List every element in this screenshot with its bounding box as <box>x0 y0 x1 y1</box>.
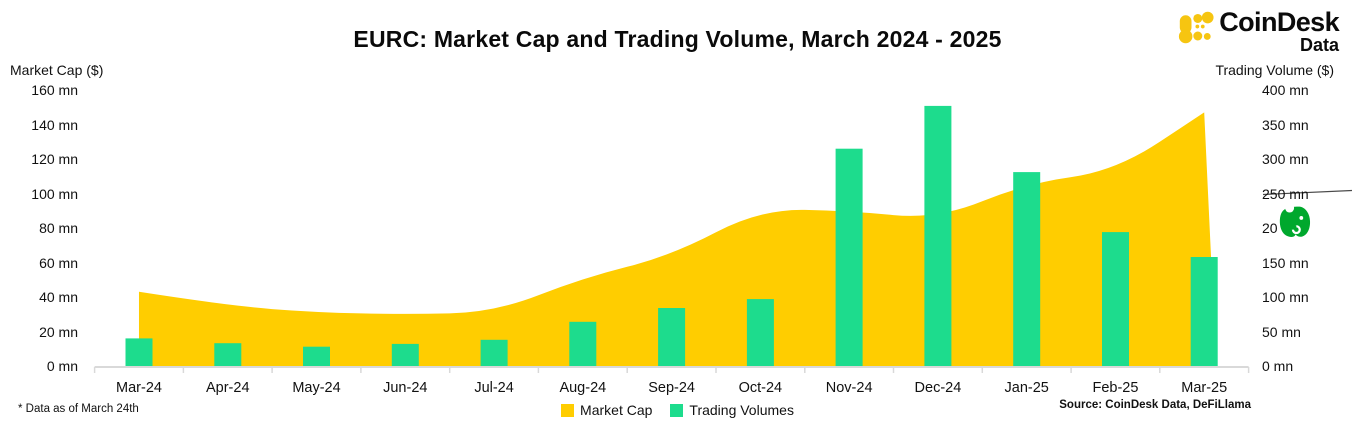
left-tick-label: 80 mn <box>39 220 78 236</box>
coindesk-data-logo: CoinDesk Data <box>1176 7 1340 55</box>
coindesk-logo-text: CoinDesk <box>1219 7 1339 37</box>
x-axis-label-Jan-25: Jan-25 <box>1004 380 1049 396</box>
trading-volume-bar-Jul-24 <box>480 339 508 366</box>
x-axis-label-Feb-25: Feb-25 <box>1092 380 1139 396</box>
left-tick-label: 60 mn <box>39 254 78 271</box>
left-axis-title: Market Cap ($) <box>10 62 104 78</box>
trading-volume-bar-Aug-24 <box>569 321 597 366</box>
coindesk-logo-subtext: Data <box>1299 35 1339 55</box>
x-axis-label-Jun-24: Jun-24 <box>383 380 428 396</box>
legend-label: Trading Volumes <box>689 402 794 418</box>
left-tick-label: 0 mn <box>46 358 78 374</box>
right-tick-label: 0 mn <box>1262 358 1294 374</box>
right-tick-label: 100 mn <box>1262 289 1309 305</box>
left-tick-label: 120 mn <box>31 151 78 167</box>
x-axis-label-Mar-24: Mar-24 <box>116 380 162 396</box>
x-axis-label-Oct-24: Oct-24 <box>738 380 783 396</box>
trading-volume-bar-Jan-25 <box>1013 172 1041 366</box>
trading-volume-bar-May-24 <box>303 346 330 366</box>
legend-item-trading-volumes: Trading Volumes <box>670 402 794 418</box>
trading-volume-bar-Feb-25 <box>1102 232 1129 366</box>
right-tick-label: 350 mn <box>1262 116 1309 133</box>
trading-volume-bar-Dec-24 <box>924 105 952 367</box>
right-tick-label: 50 mn <box>1262 323 1301 340</box>
left-tick-label: 140 mn <box>31 116 78 133</box>
right-tick-label: 150 mn <box>1262 254 1309 271</box>
x-axis-label-May-24: May-24 <box>292 380 341 396</box>
x-axis-label-Sep-24: Sep-24 <box>648 380 695 396</box>
trading-volume-bar-Mar-24 <box>125 338 153 366</box>
trading-volume-bar-Sep-24 <box>658 308 686 366</box>
footnote: * Data as of March 24th <box>18 403 139 415</box>
x-axis-label-Apr-24: Apr-24 <box>205 380 250 396</box>
legend-label: Market Cap <box>580 402 653 418</box>
trading-volume-bar-Mar-25 <box>1190 257 1218 366</box>
x-axis-label-Dec-24: Dec-24 <box>914 380 962 396</box>
trading-volume-bar-Jun-24 <box>391 343 419 366</box>
market-cap-swatch <box>561 403 575 417</box>
right-tick-label: 300 mn <box>1262 151 1309 167</box>
x-axis-label-Aug-24: Aug-24 <box>559 380 607 396</box>
trading-volumes-swatch <box>670 403 684 417</box>
left-tick-label: 40 mn <box>39 289 78 305</box>
trading-volume-bar-Nov-24 <box>835 148 863 366</box>
trading-volume-bar-Oct-24 <box>746 299 774 366</box>
right-axis-title: Trading Volume ($) <box>1215 62 1334 78</box>
left-tick-label: 20 mn <box>39 323 78 340</box>
coindesk-logo-icon <box>1176 9 1216 45</box>
legend: Market Cap Trading Volumes <box>0 402 1355 418</box>
left-tick-label: 160 mn <box>31 82 78 98</box>
legend-item-market-cap: Market Cap <box>561 402 652 418</box>
source-credit: Source: CoinDesk Data, DeFiLlama <box>1059 399 1251 411</box>
right-tick-label: 400 mn <box>1262 82 1309 98</box>
left-tick-label: 100 mn <box>31 185 78 202</box>
right-tick-label: 250 mn <box>1262 185 1309 202</box>
x-axis-label-Jul-24: Jul-24 <box>474 380 514 396</box>
x-axis-label-Nov-24: Nov-24 <box>825 380 873 396</box>
x-axis-label-Mar-25: Mar-25 <box>1181 380 1228 396</box>
evernote-elephant-icon[interactable] <box>1276 204 1314 240</box>
chart-title: EURC: Market Cap and Trading Volume, Mar… <box>353 26 1002 52</box>
trading-volume-bar-Apr-24 <box>214 343 242 366</box>
strikethrough-artifact <box>1262 189 1353 196</box>
